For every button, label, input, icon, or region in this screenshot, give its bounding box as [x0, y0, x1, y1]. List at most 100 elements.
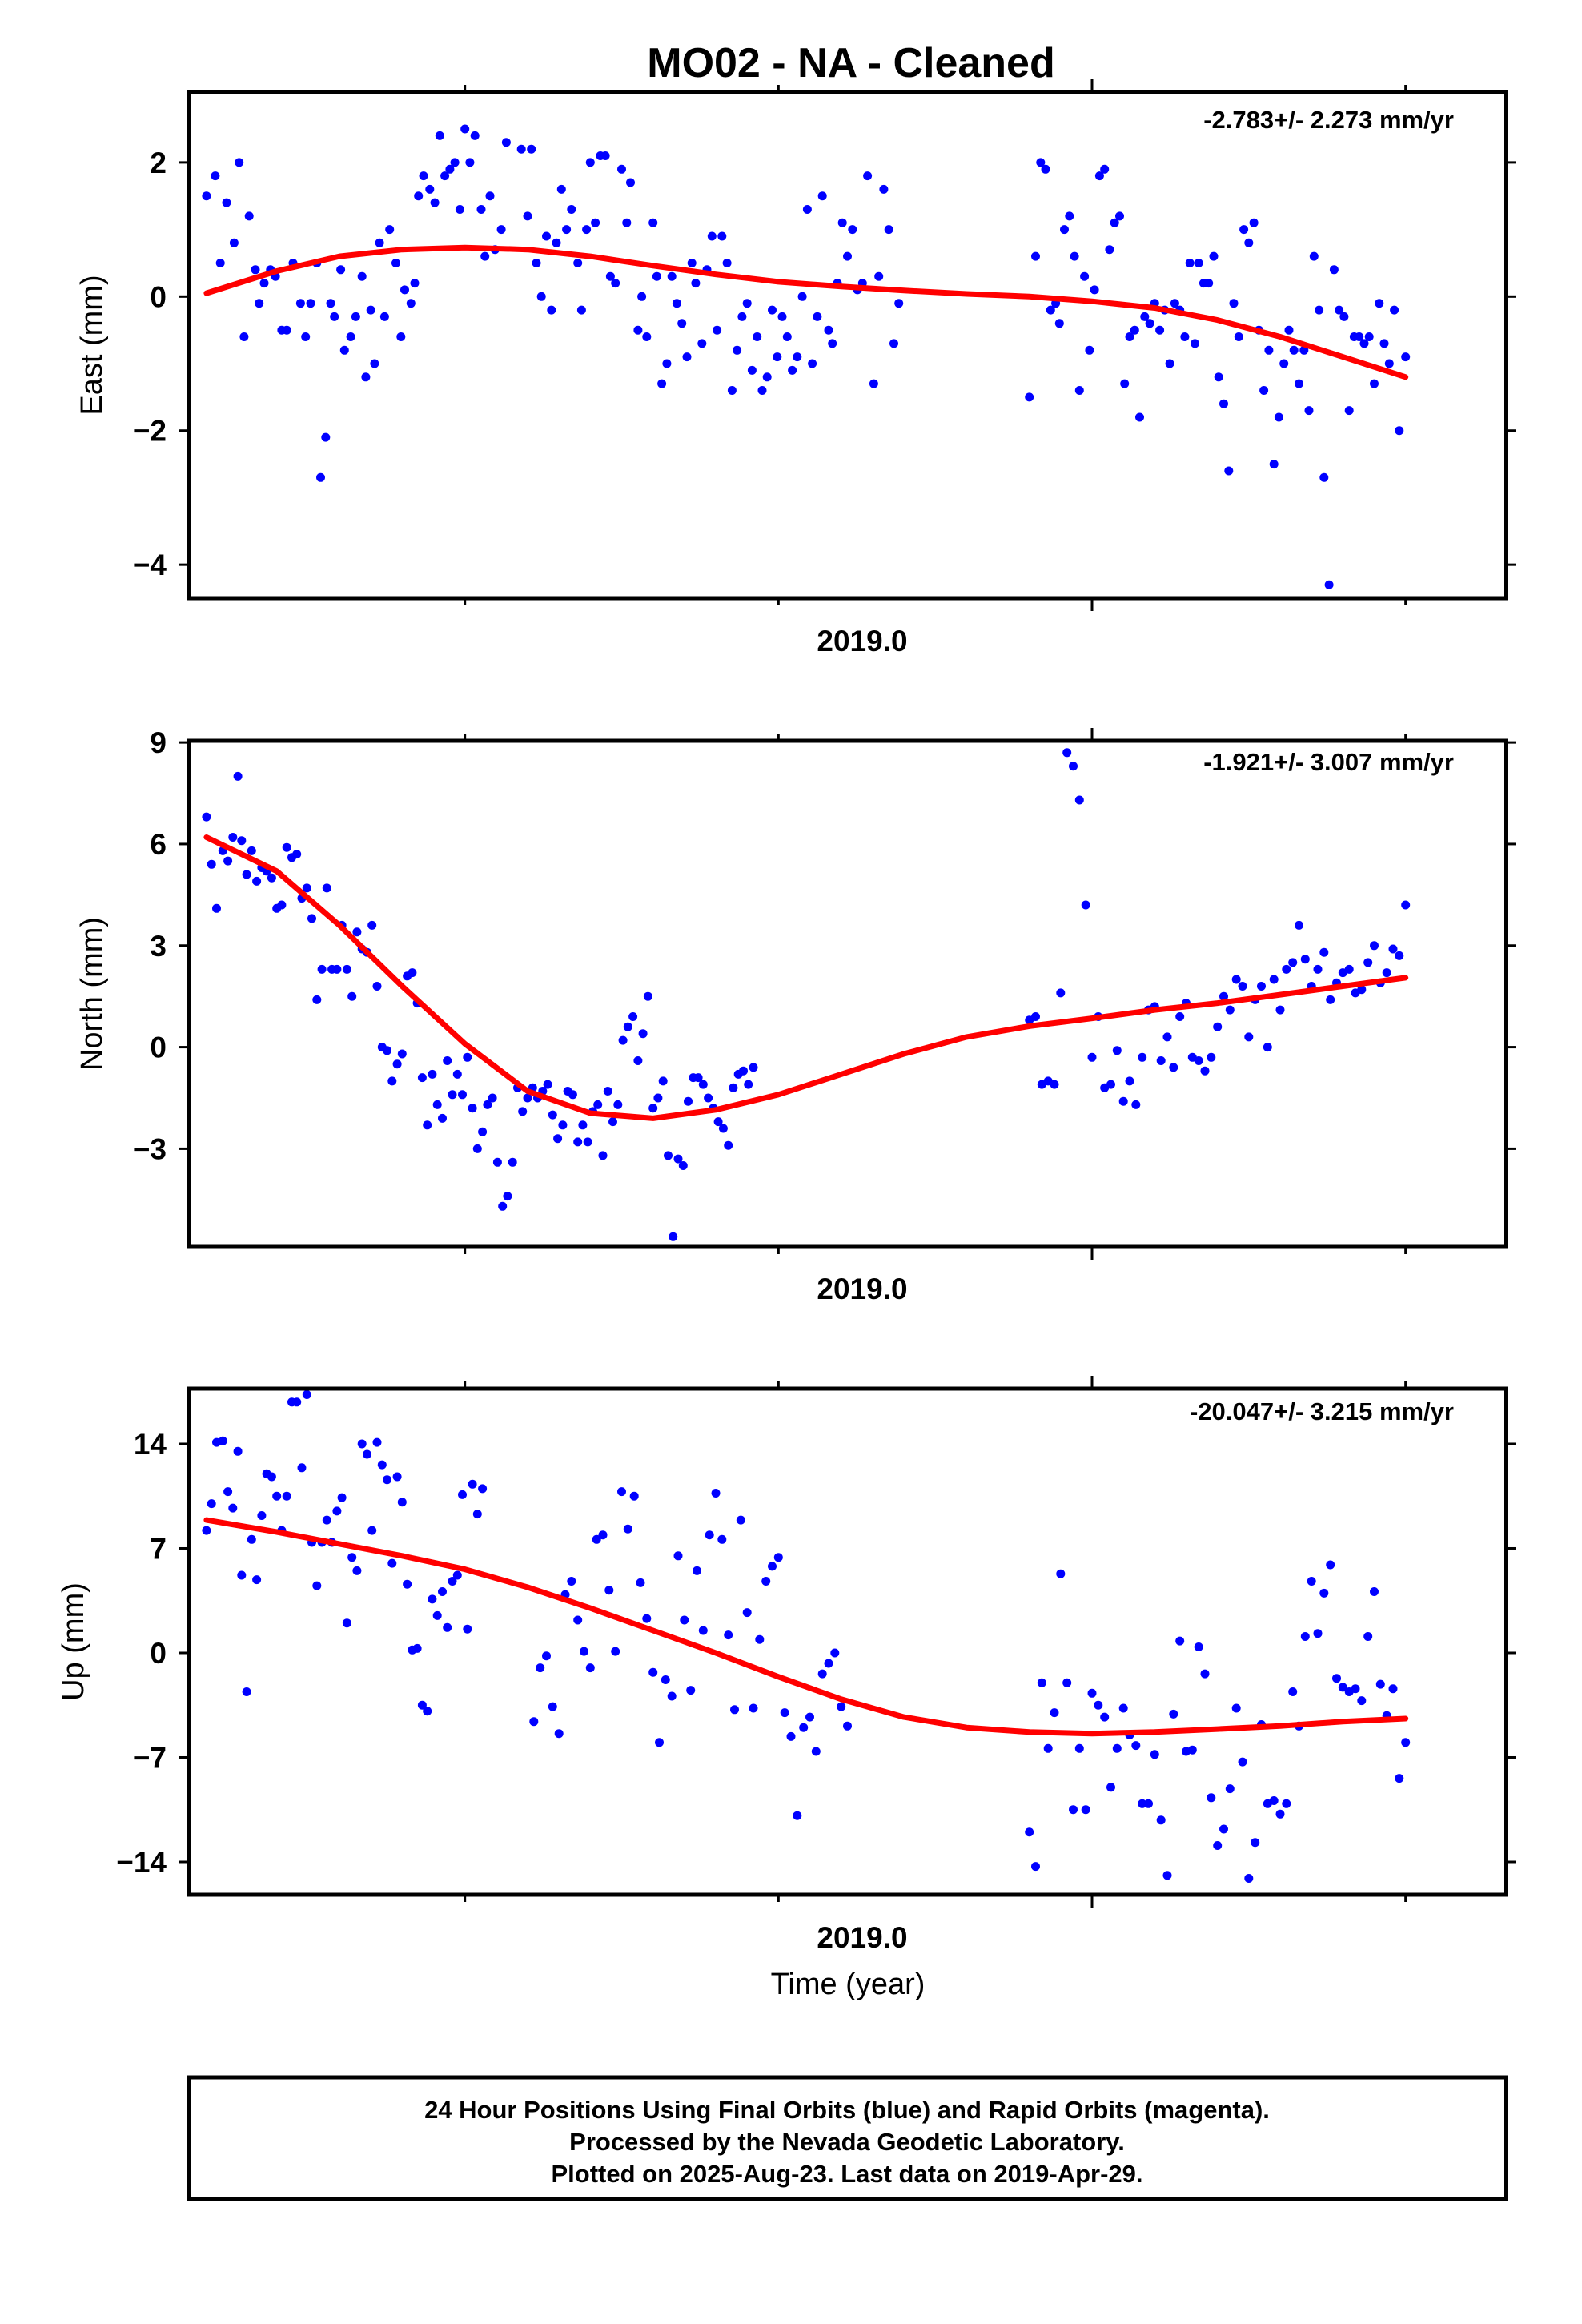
north-data-point — [492, 1157, 502, 1167]
north-data-point — [573, 1137, 583, 1147]
east-data-point — [657, 379, 667, 388]
east-data-point — [202, 191, 211, 201]
east-data-point — [306, 299, 315, 308]
north-data-point — [698, 1080, 708, 1089]
north-data-point — [472, 1144, 482, 1153]
up-data-point — [1169, 1709, 1178, 1719]
north-data-point — [744, 1080, 753, 1089]
up-data-point — [1282, 1799, 1291, 1808]
up-data-point — [1370, 1587, 1379, 1596]
up-data-point — [1187, 1745, 1197, 1755]
up-ticks: −14 −7 0 7 14 — [116, 1376, 1516, 1908]
east-data-point — [1090, 285, 1099, 295]
east-data-point — [1249, 218, 1259, 227]
up-data-point — [761, 1577, 771, 1586]
east-data-point — [1036, 158, 1046, 167]
up-data-point — [1106, 1783, 1115, 1792]
north-data-point — [1175, 1012, 1185, 1021]
north-data-point — [1056, 988, 1066, 998]
north-data-point — [1275, 1005, 1285, 1015]
east-data-point — [516, 144, 526, 154]
east-data-point — [1145, 319, 1154, 328]
north-data-point — [1295, 920, 1303, 930]
east-data-point — [652, 271, 661, 281]
up-data-point — [452, 1570, 462, 1580]
east-data-point — [1031, 251, 1040, 261]
footer-box — [187, 2075, 1508, 2201]
north-data-point — [392, 1059, 402, 1069]
north-data-point — [223, 856, 233, 866]
up-data-point — [542, 1651, 551, 1661]
east-data-point — [351, 312, 360, 321]
east-data-point — [501, 138, 511, 147]
east-data-point — [1170, 299, 1179, 308]
east-data-point — [1135, 412, 1144, 422]
east-data-point — [611, 279, 620, 288]
east-data-point — [255, 299, 264, 308]
east-data-point — [824, 325, 833, 335]
figure-title: MO02 - NA - Cleaned — [647, 40, 1055, 86]
up-data-point — [468, 1479, 477, 1489]
north-data-point — [1244, 1032, 1254, 1042]
up-data-point — [554, 1729, 564, 1739]
up-rate-label: -20.047+/- 3.215 mm/yr — [1190, 1397, 1454, 1425]
north-data-point — [1069, 762, 1078, 771]
east-data-point — [1370, 379, 1379, 388]
east-data-point — [339, 345, 349, 355]
up-data-point — [573, 1615, 583, 1625]
north-data-point — [1138, 1052, 1147, 1062]
up-data-point — [472, 1510, 482, 1519]
east-data-point — [1191, 339, 1199, 348]
north-data-point — [443, 1056, 452, 1065]
east-data-point — [542, 231, 551, 241]
up-data-point — [223, 1487, 233, 1497]
up-data-point — [655, 1738, 664, 1747]
panel-north: −3 0 3 6 9 -1.921+/- 3.007 mm/yr 2019.0 Nort… — [75, 726, 1516, 1305]
north-plot-frame — [187, 738, 1508, 1249]
east-ticks: −4 −2 0 2 — [133, 79, 1516, 611]
up-data-point — [1037, 1678, 1046, 1687]
east-data-point — [450, 158, 460, 167]
east-data-point — [430, 198, 440, 207]
north-data-point — [1207, 1052, 1216, 1062]
east-data-point — [375, 238, 384, 247]
north-data-point — [693, 1073, 703, 1083]
east-data-point — [435, 131, 444, 140]
north-data-point — [523, 1093, 532, 1103]
north-data-point — [498, 1201, 508, 1211]
east-data-point — [677, 319, 687, 328]
up-data-point — [458, 1490, 467, 1499]
north-data-point — [1238, 982, 1247, 991]
north-data-point — [1257, 982, 1266, 991]
east-data-point — [301, 332, 311, 341]
east-data-point — [1239, 225, 1249, 235]
up-data-point — [1207, 1793, 1216, 1803]
east-data-point — [1194, 259, 1203, 267]
east-data-point — [410, 279, 420, 288]
east-plot-frame — [187, 90, 1508, 601]
up-data-point — [698, 1626, 708, 1635]
east-data-point — [496, 225, 506, 235]
up-data-point — [1357, 1696, 1367, 1706]
up-data-points — [202, 1390, 1411, 1883]
up-data-point — [717, 1534, 727, 1544]
east-data-point — [295, 299, 305, 308]
north-data-point — [383, 1046, 391, 1055]
up-data-point — [1175, 1636, 1185, 1646]
east-data-point — [667, 271, 677, 281]
north-data-point — [508, 1157, 517, 1167]
up-data-point — [302, 1390, 311, 1399]
north-data-point — [669, 1232, 678, 1241]
east-data-point — [817, 191, 827, 201]
up-data-point — [272, 1491, 282, 1501]
east-data-point — [547, 305, 556, 315]
east-data-point — [366, 305, 375, 315]
north-data-point — [332, 964, 342, 974]
east-data-point — [1304, 406, 1314, 416]
east-data-point — [573, 259, 583, 267]
east-data-point — [1025, 392, 1034, 402]
up-data-point — [372, 1437, 382, 1447]
footer-line-1: 24 Hour Positions Using Final Orbits (bl… — [424, 2096, 1270, 2124]
up-data-point — [711, 1489, 721, 1498]
